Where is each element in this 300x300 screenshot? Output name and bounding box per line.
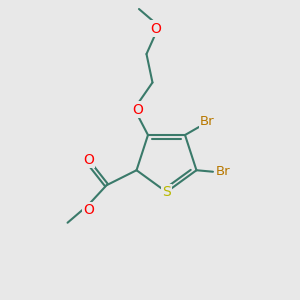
Text: O: O bbox=[132, 103, 143, 116]
Text: O: O bbox=[150, 22, 161, 35]
Text: Br: Br bbox=[216, 165, 231, 178]
Text: S: S bbox=[162, 185, 171, 199]
Text: Br: Br bbox=[200, 115, 215, 128]
Text: O: O bbox=[83, 153, 94, 167]
Text: O: O bbox=[83, 203, 94, 217]
